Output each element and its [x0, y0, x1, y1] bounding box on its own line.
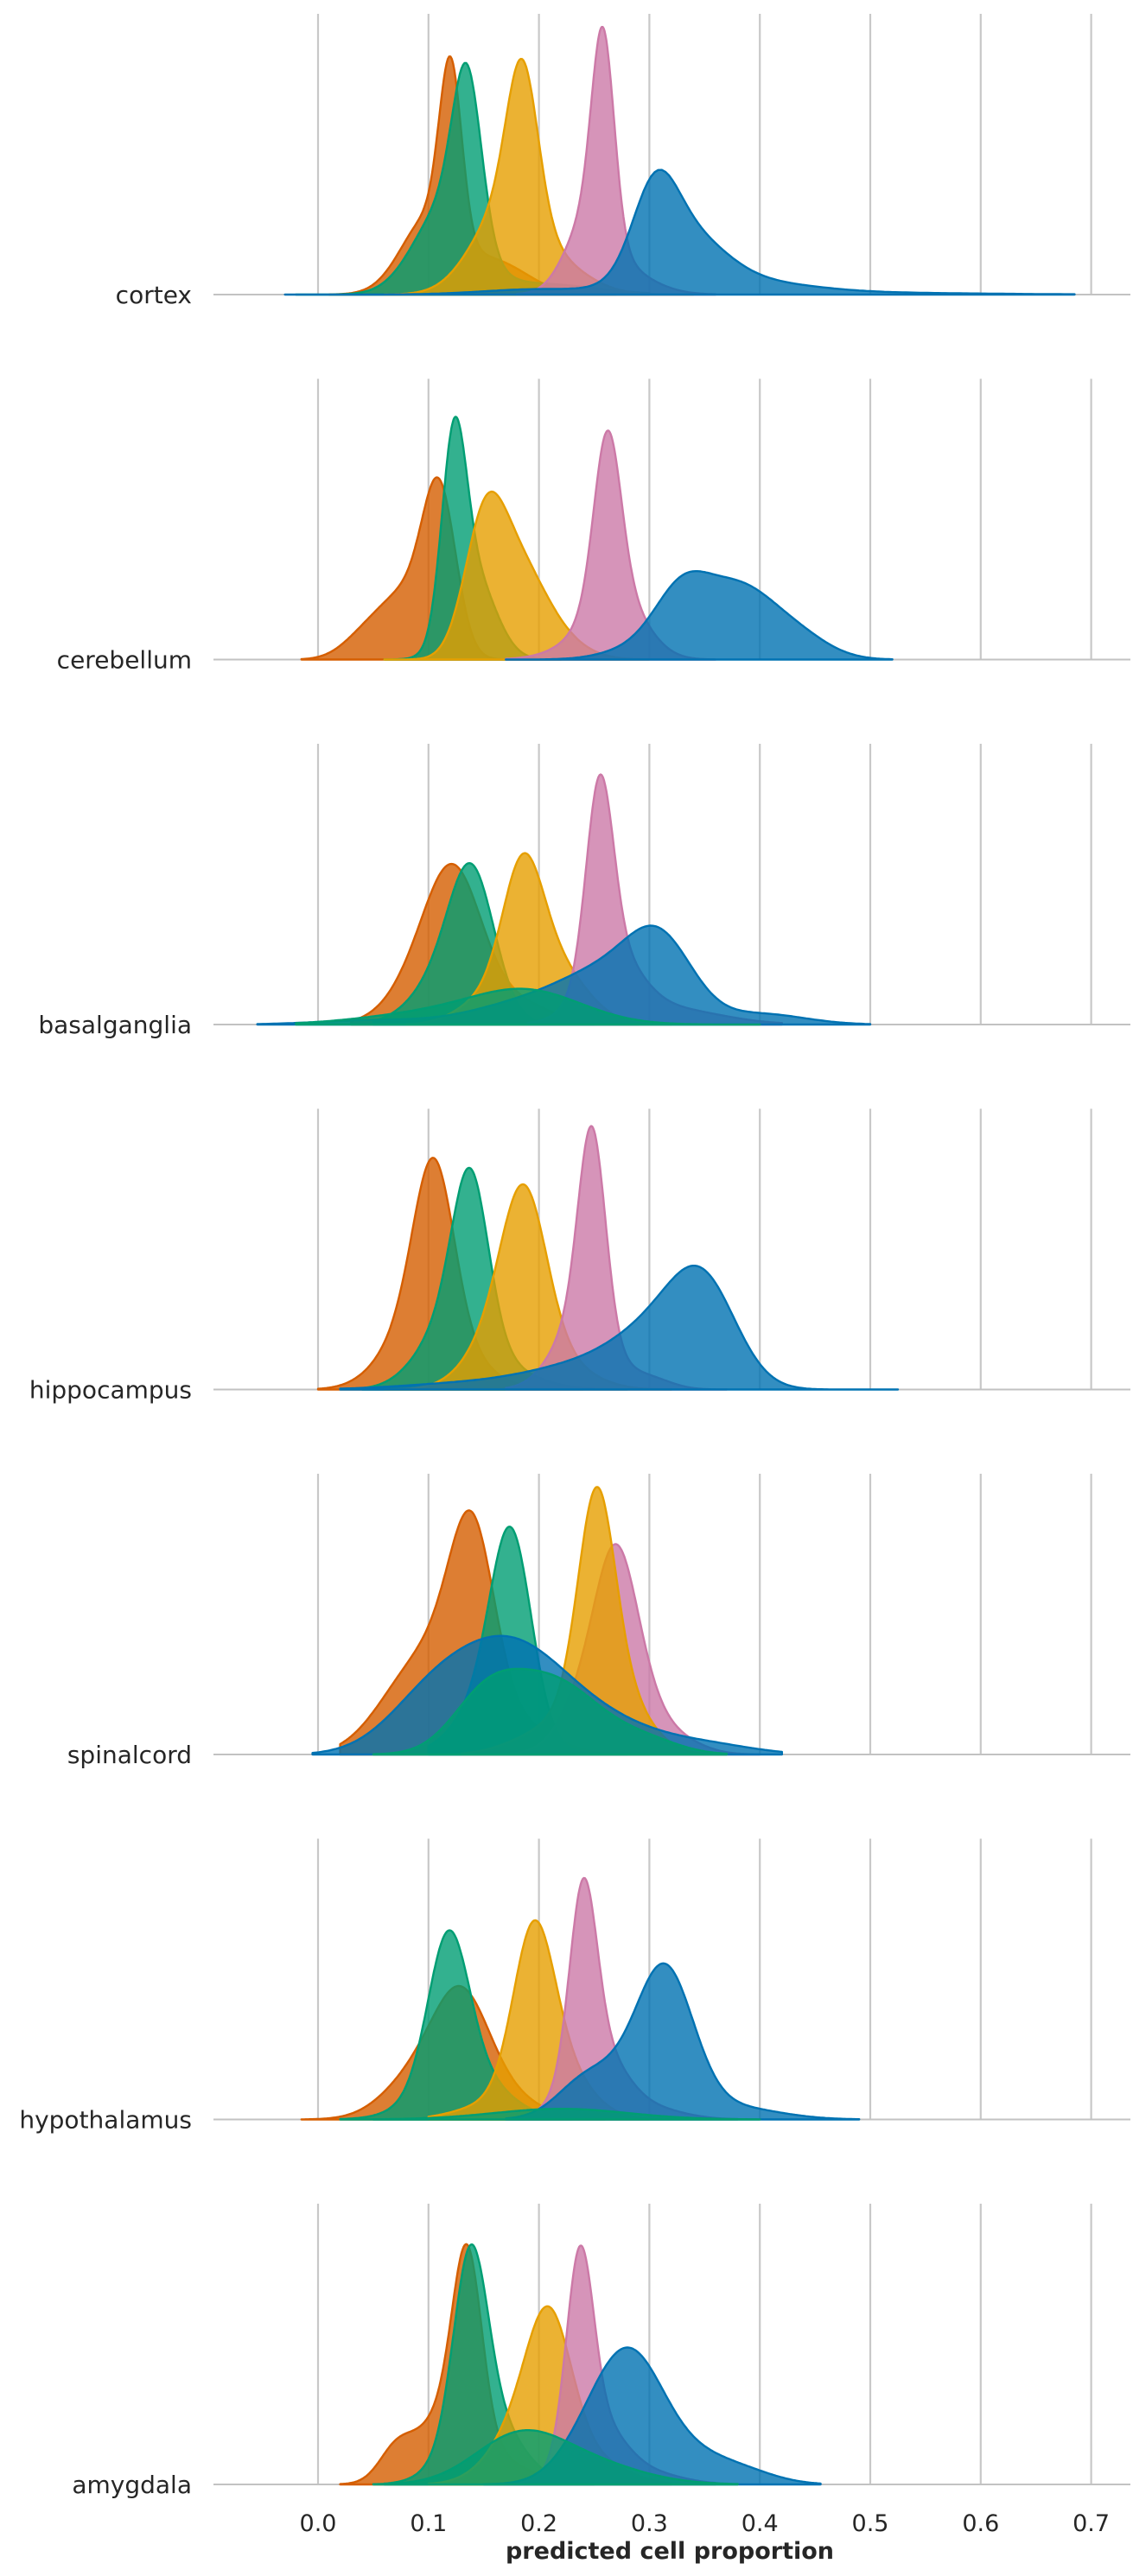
- x-tick-label: 0.7: [1073, 2510, 1110, 2537]
- x-tick-label: 0.6: [962, 2510, 999, 2537]
- density-area-green: [295, 987, 761, 1026]
- density-area-blue: [505, 1962, 861, 2121]
- x-tick-label: 0.1: [410, 2510, 447, 2537]
- x-tick-label: 0.5: [852, 2510, 889, 2537]
- ridge-row-basalganglia: basalganglia: [38, 773, 1130, 1039]
- ridge-row-spinalcord: spinalcord: [67, 1486, 1130, 1769]
- density-area-green: [372, 2429, 739, 2486]
- ridge-row-amygdala: amygdala: [72, 2243, 1130, 2499]
- x-axis-label: predicted cell proportion: [506, 2538, 834, 2565]
- grid-layer: [316, 14, 1092, 2484]
- density-area-blue: [339, 1265, 900, 1391]
- x-axis: 0.0 0.1 0.2 0.3 0.4 0.5 0.6 0.7: [300, 2510, 1111, 2537]
- density-area-green: [372, 1667, 729, 1756]
- density-area-green: [372, 2108, 761, 2121]
- ridge-row-hippocampus: hippocampus: [29, 1125, 1130, 1405]
- x-tick-label: 0.2: [520, 2510, 557, 2537]
- ridge-row-cortex: cortex: [116, 26, 1130, 309]
- row-label-spinalcord: spinalcord: [67, 1741, 192, 1769]
- x-tick-label: 0.0: [300, 2510, 337, 2537]
- x-tick-label: 0.4: [742, 2510, 779, 2537]
- row-label-cortex: cortex: [116, 281, 192, 309]
- density-area-blue: [283, 168, 1076, 296]
- ridge-row-cerebellum: cerebellum: [57, 416, 1130, 675]
- row-label-amygdala: amygdala: [72, 2471, 192, 2499]
- row-label-cerebellum: cerebellum: [57, 646, 192, 675]
- x-tick-label: 0.3: [631, 2510, 668, 2537]
- ridge-row-hypothalamus: hypothalamus: [19, 1876, 1130, 2135]
- rows-layer: cortex cerebellum basalganglia hippocampus s…: [19, 26, 1130, 2499]
- density-area-blue: [505, 570, 894, 661]
- row-label-basalganglia: basalganglia: [38, 1011, 192, 1039]
- row-label-hippocampus: hippocampus: [29, 1376, 192, 1405]
- row-label-hypothalamus: hypothalamus: [19, 2106, 192, 2135]
